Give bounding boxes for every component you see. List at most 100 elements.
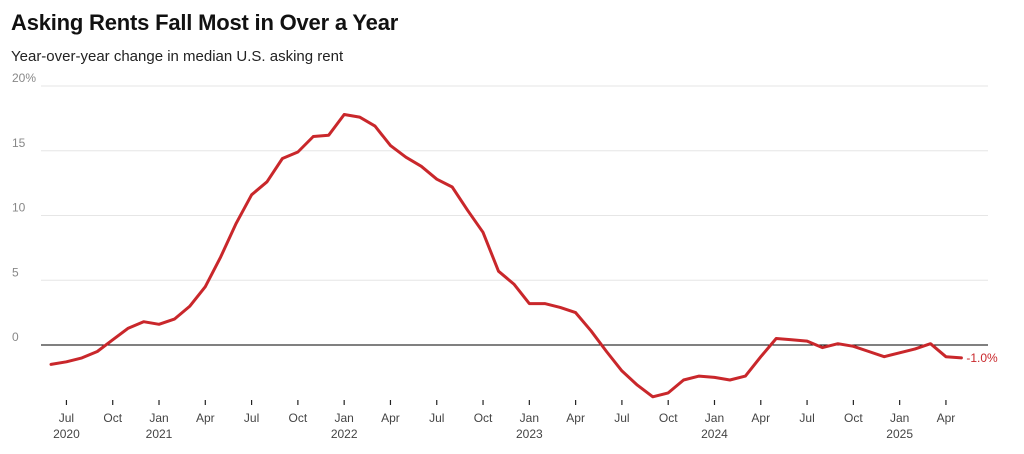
data-point (713, 376, 716, 379)
data-point (49, 363, 53, 366)
data-point (404, 156, 408, 159)
data-point (111, 338, 114, 342)
data-points (49, 113, 963, 398)
y-tick-label: 20% (12, 71, 36, 85)
data-point (204, 285, 207, 288)
x-tick-year-label: 2025 (886, 427, 913, 441)
data-point (497, 269, 500, 273)
y-axis-ticks: 20% 15 10 5 0 (12, 71, 36, 344)
data-point (373, 124, 377, 128)
data-point (466, 209, 469, 212)
x-tick-year-label: 2021 (146, 427, 173, 441)
data-point (821, 346, 824, 349)
data-point (636, 383, 639, 387)
x-tick-label: Jan (890, 411, 909, 425)
data-point (620, 369, 624, 373)
series-line (49, 113, 963, 399)
x-tick-label: Oct (474, 411, 493, 425)
x-tick-label: Apr (566, 411, 585, 425)
data-point (913, 347, 917, 351)
data-point (358, 115, 361, 119)
data-point (96, 350, 99, 353)
x-tick-label: Jan (334, 411, 353, 425)
data-point (65, 360, 68, 364)
data-point (605, 350, 608, 353)
data-point (759, 355, 762, 358)
data-point (219, 255, 222, 259)
data-point (265, 180, 269, 184)
x-tick-label: Jul (799, 411, 814, 425)
data-point (790, 338, 793, 342)
data-point (250, 193, 253, 196)
data-point (481, 231, 485, 234)
chart-subtitle: Year-over-year change in median U.S. ask… (11, 48, 344, 65)
data-point (389, 144, 392, 147)
data-point (558, 306, 562, 309)
y-tick-label: 0 (12, 330, 19, 344)
data-point (867, 350, 870, 353)
data-point (528, 302, 531, 305)
x-tick-label: Apr (196, 411, 215, 425)
data-point (188, 304, 192, 308)
data-point (697, 374, 701, 378)
x-tick-year-label: 2020 (53, 427, 80, 441)
data-point (728, 378, 732, 382)
data-point (883, 355, 886, 358)
data-point (929, 342, 932, 345)
data-point (682, 378, 685, 382)
data-point (420, 165, 423, 168)
chart-title: Asking Rents Fall Most in Over a Year (11, 10, 399, 35)
data-point (327, 134, 330, 137)
gridlines (41, 85, 988, 346)
data-point (296, 150, 300, 154)
x-tick-label: Oct (289, 411, 308, 425)
y-tick-label: 5 (12, 265, 19, 279)
data-point (142, 320, 145, 323)
x-axis-ticks: Jul 2020 Oct Jan 2021 Apr Jul Oct Jan 2022 Apr Jul O… (53, 400, 955, 441)
x-tick-year-label: 2023 (516, 427, 543, 441)
data-point (512, 282, 516, 286)
data-point (744, 374, 747, 378)
data-point (651, 395, 654, 398)
x-tick-label: Jul (59, 411, 74, 425)
data-point (157, 323, 161, 326)
data-point (944, 355, 948, 358)
data-point (667, 391, 670, 395)
x-tick-label: Jul (429, 411, 444, 425)
data-point (960, 356, 963, 360)
data-point (898, 351, 901, 354)
data-point (173, 317, 176, 321)
data-point (775, 337, 778, 340)
data-point (435, 178, 438, 181)
end-value-label: -1.0% (966, 351, 998, 365)
x-tick-label: Jul (614, 411, 629, 425)
data-point (589, 329, 593, 332)
data-point (543, 302, 546, 305)
data-point (836, 342, 840, 345)
x-tick-label: Jul (244, 411, 259, 425)
x-tick-label: Apr (937, 411, 956, 425)
y-tick-label: 10 (12, 201, 26, 215)
x-tick-label: Oct (659, 411, 678, 425)
x-tick-year-label: 2022 (331, 427, 358, 441)
data-point (80, 356, 84, 360)
data-point (234, 222, 238, 225)
data-point (450, 185, 454, 189)
x-tick-year-label: 2024 (701, 427, 728, 441)
data-point (126, 326, 130, 330)
x-tick-label: Oct (103, 411, 122, 425)
data-point (312, 135, 315, 138)
data-point (852, 345, 855, 348)
x-tick-label: Jan (705, 411, 724, 425)
data-point (574, 311, 577, 314)
x-tick-label: Jan (149, 411, 168, 425)
data-point (805, 339, 809, 343)
x-tick-label: Jan (520, 411, 539, 425)
y-tick-label: 15 (12, 136, 26, 150)
x-tick-label: Apr (751, 411, 770, 425)
x-tick-label: Oct (844, 411, 863, 425)
data-point (342, 113, 346, 116)
x-tick-label: Apr (381, 411, 400, 425)
data-point (281, 157, 284, 160)
